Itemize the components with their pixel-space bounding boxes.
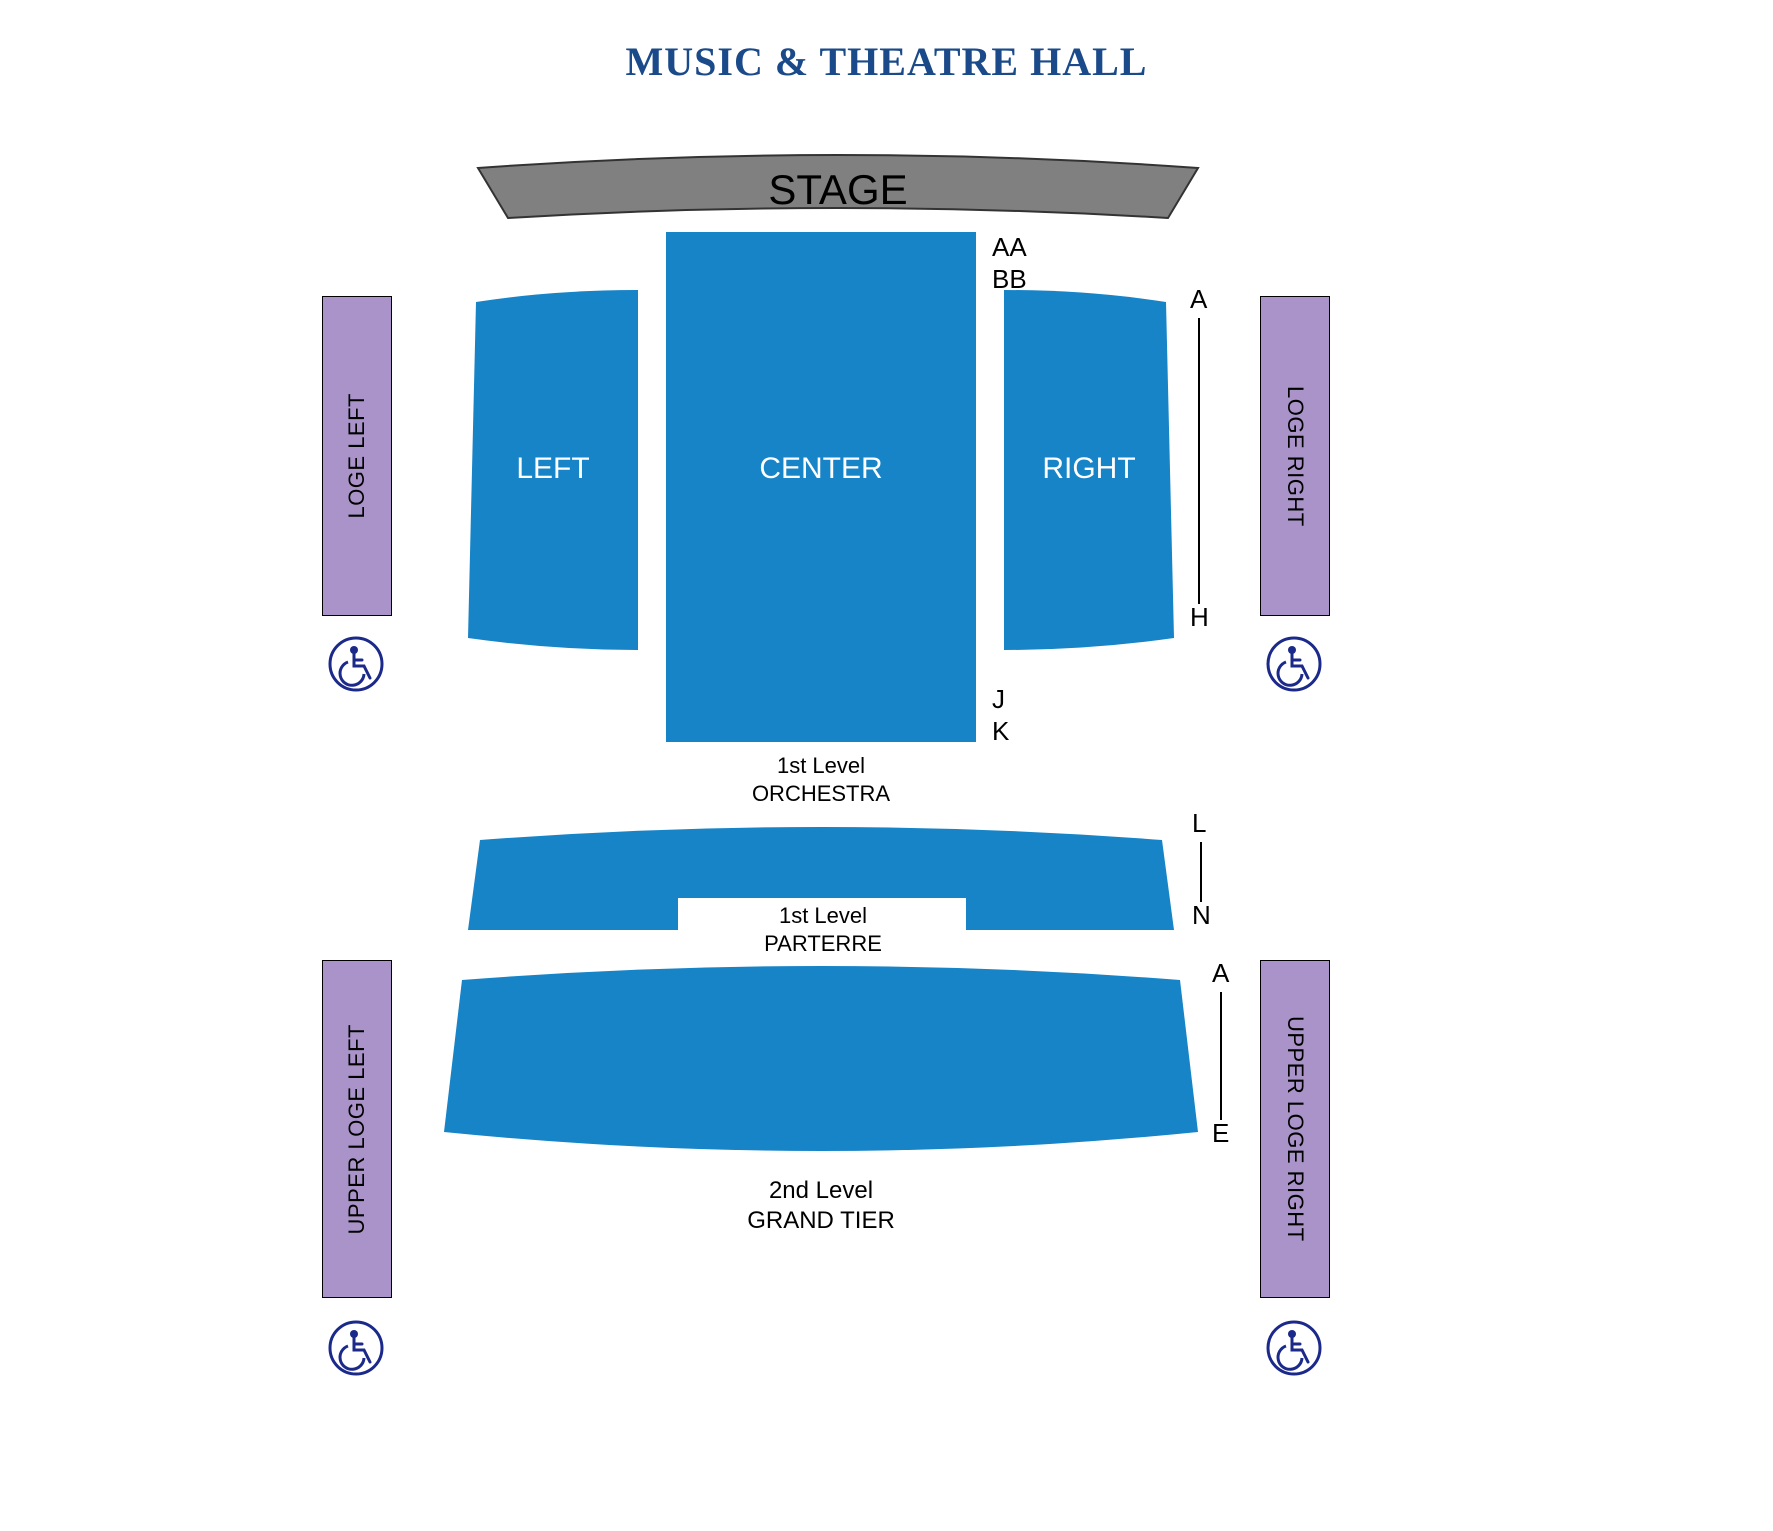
upper-loge-left: UPPER LOGE LEFT	[322, 960, 392, 1298]
row-j: J	[992, 684, 1005, 715]
grand-tier	[444, 962, 1198, 1162]
orchestra-left: LEFT	[468, 290, 638, 650]
parterre-level-line1: 1st Level	[678, 902, 968, 930]
upper-loge-left-label: UPPER LOGE LEFT	[344, 1024, 370, 1234]
wheelchair-icon	[328, 636, 384, 692]
row-aa: AA	[992, 232, 1027, 263]
parterre-level-label: 1st Level PARTERRE	[678, 902, 968, 957]
loge-right-label: LOGE RIGHT	[1282, 386, 1308, 527]
row-k: K	[992, 716, 1009, 747]
row-line-ae	[1220, 992, 1222, 1120]
orchestra-level-label: 1st Level ORCHESTRA	[666, 752, 976, 807]
parterre-level-line2: PARTERRE	[678, 930, 968, 958]
upper-loge-right: UPPER LOGE RIGHT	[1260, 960, 1330, 1298]
grand-tier-level-line1: 2nd Level	[666, 1176, 976, 1206]
grand-tier-level-label: 2nd Level GRAND TIER	[666, 1176, 976, 1236]
orchestra-level-line1: 1st Level	[666, 752, 976, 780]
row-a-orch: A	[1190, 284, 1207, 315]
orchestra-level-line2: ORCHESTRA	[666, 780, 976, 808]
orchestra-left-label: LEFT	[468, 452, 638, 486]
row-line-ah	[1198, 318, 1200, 604]
orchestra-center: CENTER	[666, 232, 976, 742]
row-line-ln	[1200, 842, 1202, 902]
page-title: MUSIC & THEATRE HALL	[0, 38, 1773, 85]
stage-label: STAGE	[468, 166, 1208, 214]
grand-tier-level-line2: GRAND TIER	[666, 1206, 976, 1236]
row-l: L	[1192, 808, 1206, 839]
loge-right: LOGE RIGHT	[1260, 296, 1330, 616]
loge-left-label: LOGE LEFT	[344, 393, 370, 519]
orchestra-center-label: CENTER	[666, 452, 976, 486]
row-n: N	[1192, 900, 1211, 931]
orchestra-right: RIGHT	[1004, 290, 1174, 650]
row-bb: BB	[992, 264, 1027, 295]
row-h: H	[1190, 602, 1209, 633]
loge-left: LOGE LEFT	[322, 296, 392, 616]
row-a-gt: A	[1212, 958, 1229, 989]
wheelchair-icon	[1266, 636, 1322, 692]
wheelchair-icon	[1266, 1320, 1322, 1376]
wheelchair-icon	[328, 1320, 384, 1376]
stage: STAGE	[468, 150, 1208, 230]
orchestra-right-label: RIGHT	[1004, 452, 1174, 486]
row-e: E	[1212, 1118, 1229, 1149]
upper-loge-right-label: UPPER LOGE RIGHT	[1282, 1016, 1308, 1242]
